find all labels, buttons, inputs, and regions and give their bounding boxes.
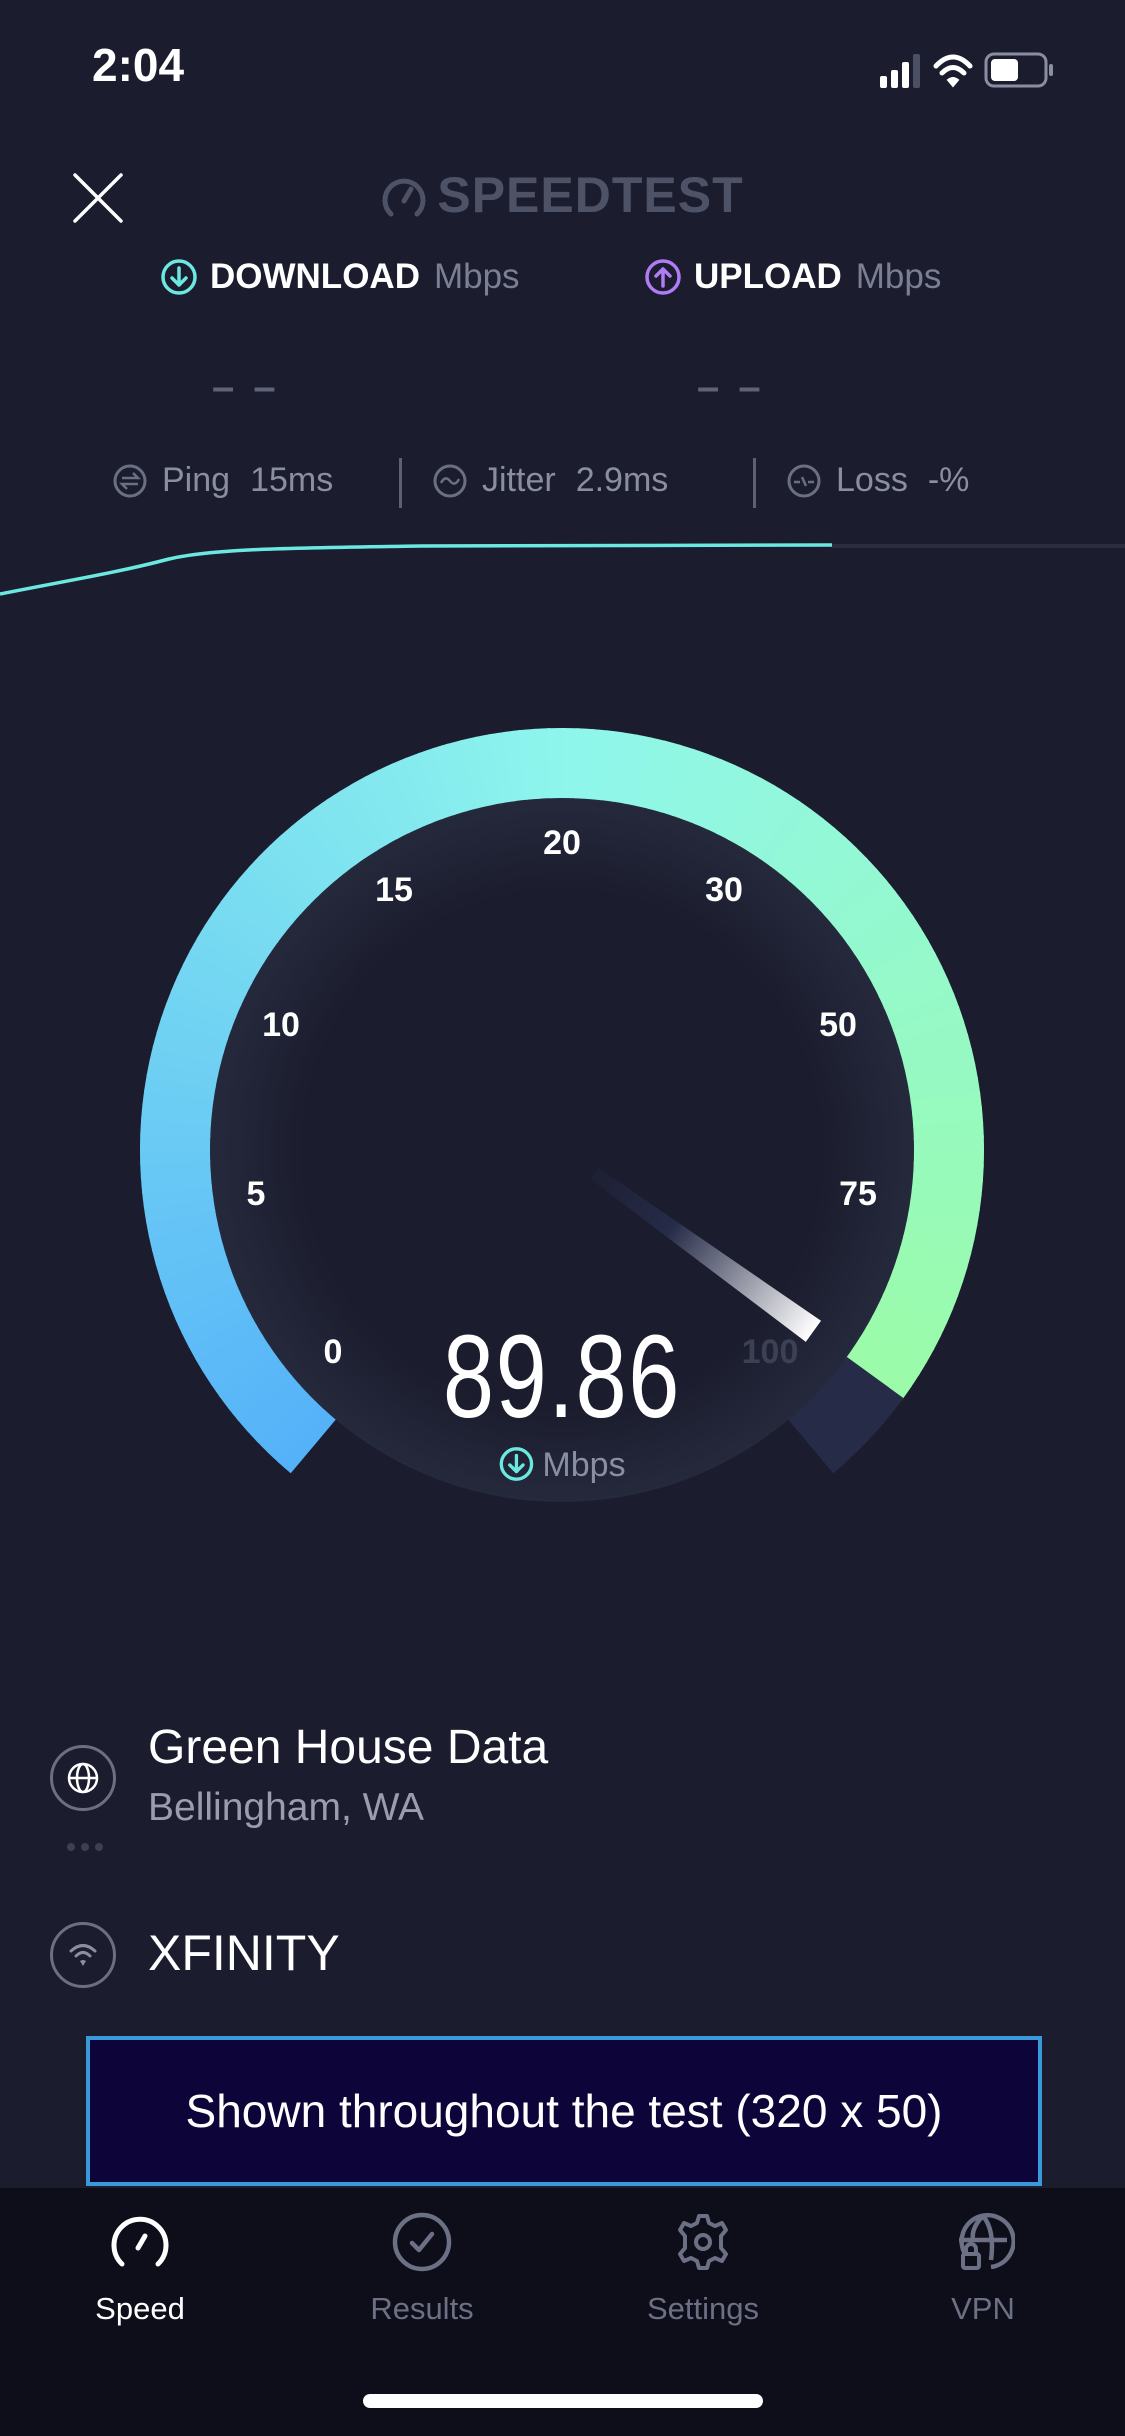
status-time: 2:04 — [92, 39, 185, 91]
tab-label: Settings — [646, 2291, 759, 2326]
tick-label: 0 — [323, 1333, 343, 1371]
download-value: – – — [212, 365, 280, 409]
download-arrow-icon — [499, 1447, 534, 1481]
tab-label: Results — [370, 2291, 474, 2326]
speedtest-logo: SPEEDTEST — [0, 168, 1125, 223]
graph-line — [0, 543, 833, 596]
close-icon[interactable] — [72, 172, 124, 224]
ping-stat: Ping 15ms — [112, 461, 334, 499]
more-dots-icon[interactable] — [66, 1840, 106, 1858]
tick-label: 15 — [375, 871, 413, 909]
upload-header: UPLOAD Mbps — [644, 257, 942, 297]
gauge-arc-remaining — [788, 1411, 845, 1474]
tick-label: 20 — [543, 824, 581, 862]
loss-label: Loss — [836, 461, 908, 499]
server-location: Bellingham, WA — [148, 1786, 424, 1829]
speed-unit-label: Mbps — [542, 1446, 626, 1484]
server-name[interactable]: Green House Data — [148, 1721, 549, 1774]
speedometer-logo-icon — [382, 178, 426, 217]
download-unit: Mbps — [433, 257, 520, 296]
loss-stat: Loss -% — [786, 461, 970, 499]
globe-icon — [67, 1762, 99, 1794]
upload-label: UPLOAD — [694, 257, 842, 296]
wifi-icon — [69, 1944, 97, 1966]
ping-value: 15ms — [250, 461, 334, 499]
tab-results[interactable]: Results — [322, 2210, 522, 2326]
speed-unit: Mbps — [498, 1446, 626, 1484]
gear-icon — [678, 2214, 728, 2270]
tick-label: 5 — [246, 1175, 266, 1213]
speedometer-icon — [111, 2216, 169, 2267]
tab-speed[interactable]: Speed — [40, 2210, 240, 2326]
tab-vpn[interactable]: VPN — [883, 2210, 1083, 2326]
jitter-icon — [433, 464, 467, 498]
home-indicator[interactable] — [363, 2394, 763, 2408]
ping-icon — [113, 464, 147, 498]
jitter-value: 2.9ms — [575, 461, 669, 499]
tick-label: 30 — [705, 871, 743, 909]
ping-label: Ping — [162, 461, 231, 499]
download-header: DOWNLOAD Mbps — [160, 257, 520, 297]
speed-gauge — [139, 727, 985, 1502]
connection-icon-circle — [50, 1922, 116, 1988]
tab-settings[interactable]: Settings — [603, 2210, 803, 2326]
gauge-needle — [590, 1167, 822, 1342]
divider — [753, 458, 756, 508]
wifi-icon — [933, 54, 973, 88]
current-speed-value: 89.86 — [442, 1311, 682, 1443]
tick-label: 10 — [262, 1006, 300, 1044]
globe-lock-icon — [959, 2212, 1015, 2270]
ad-text: Shown throughout the test (320 x 50) — [185, 2085, 943, 2137]
ad-banner[interactable]: Shown throughout the test (320 x 50) — [86, 2036, 1042, 2186]
speed-graph — [0, 543, 1125, 596]
upload-arrow-icon — [645, 259, 681, 295]
isp-name: XFINITY — [148, 1925, 340, 1981]
battery-icon — [984, 52, 1053, 88]
divider — [399, 458, 402, 508]
gauge-inner — [210, 798, 914, 1502]
loss-icon — [787, 464, 821, 498]
logo-text: SPEEDTEST — [437, 167, 744, 223]
tab-label: Speed — [95, 2291, 185, 2326]
tick-label: 75 — [839, 1175, 877, 1213]
jitter-label: Jitter — [482, 461, 556, 499]
download-label: DOWNLOAD — [210, 257, 420, 296]
loss-value: -% — [927, 461, 970, 499]
server-button[interactable] — [50, 1745, 116, 1811]
download-arrow-icon — [161, 259, 197, 295]
checkmark-circle-icon — [392, 2212, 452, 2272]
tab-label: VPN — [951, 2291, 1015, 2326]
cellular-signal-icon — [880, 54, 920, 88]
tick-label: 100 — [741, 1333, 799, 1371]
jitter-stat: Jitter 2.9ms — [432, 461, 669, 499]
status-icons — [880, 52, 1053, 88]
tick-label: 50 — [819, 1006, 857, 1044]
upload-value: – – — [697, 365, 765, 409]
tab-bar: Speed Results Settings VPN — [0, 2188, 1125, 2436]
upload-unit: Mbps — [855, 257, 942, 296]
